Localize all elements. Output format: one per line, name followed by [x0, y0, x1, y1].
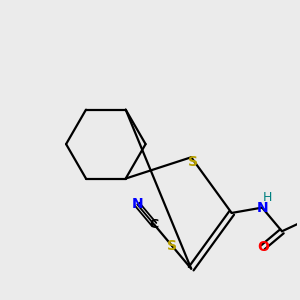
Text: C: C: [150, 218, 159, 231]
Text: N: N: [256, 201, 268, 214]
Text: S: S: [167, 239, 177, 253]
Text: N: N: [131, 197, 143, 212]
Text: O: O: [257, 240, 269, 254]
Text: S: S: [188, 155, 198, 169]
Text: H: H: [263, 191, 272, 204]
